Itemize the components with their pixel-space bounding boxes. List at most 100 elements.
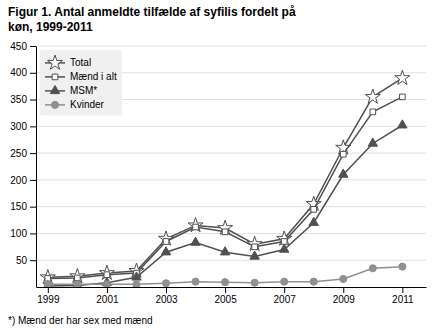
- x-tick: 2007: [274, 287, 297, 305]
- y-tick: 300: [10, 121, 36, 132]
- x-tick: 2001: [96, 287, 119, 305]
- y-tick: 400: [10, 67, 36, 78]
- y-tick-mark: [30, 73, 36, 74]
- y-tick: 100: [10, 228, 36, 239]
- point: [218, 220, 233, 234]
- point: [400, 94, 406, 100]
- legend-background: [40, 50, 122, 115]
- x-tick-label: 2003: [155, 294, 178, 305]
- y-tick-mark: [30, 233, 36, 234]
- y-tick-label: 50: [16, 255, 28, 266]
- grid-line: [36, 206, 426, 207]
- y-axis-line: [36, 47, 37, 288]
- point: [43, 281, 52, 287]
- point: [340, 275, 347, 282]
- point: [311, 207, 317, 213]
- point: [103, 281, 110, 287]
- x-tick: 2005: [214, 287, 237, 305]
- subtitle: køn, 1999-2011: [8, 20, 93, 34]
- point: [395, 70, 410, 84]
- y-tick-label: 250: [10, 148, 27, 159]
- point: [399, 263, 406, 270]
- x-tick-label: 1999: [37, 294, 60, 305]
- y-tick-mark: [30, 153, 36, 154]
- grid-line: [36, 260, 426, 261]
- grid: [36, 46, 426, 260]
- legend-label: Kvinder: [70, 99, 105, 110]
- y-tick: 350: [10, 94, 36, 105]
- legend-swatch-marker: [51, 101, 58, 108]
- point: [281, 278, 288, 285]
- series-line: [48, 125, 403, 286]
- y-tick-label: 300: [10, 121, 27, 132]
- y-axis: 50 100 150 200 250 300 350 400 450: [10, 41, 36, 288]
- y-tick-label: 450: [10, 41, 27, 52]
- y-tick: 200: [10, 175, 36, 186]
- title: Figur 1. Antal anmeldte tilfælde af syfi…: [8, 5, 296, 19]
- point: [368, 138, 377, 146]
- grid-line: [36, 46, 426, 47]
- x-tick: 2011: [392, 287, 414, 305]
- point: [73, 280, 82, 287]
- y-tick-mark: [30, 46, 36, 47]
- legend-item: Mænd i alt: [45, 71, 117, 82]
- x-tick: 2009: [333, 287, 356, 305]
- footnote: *) Mænd der har sex med mænd: [8, 315, 153, 326]
- point: [132, 272, 141, 280]
- point: [279, 244, 288, 252]
- legend-swatch-marker: [50, 85, 59, 93]
- point: [398, 120, 407, 128]
- y-tick-label: 350: [10, 94, 27, 105]
- x-tick-label: 2005: [214, 294, 237, 305]
- point: [370, 109, 376, 115]
- x-axis-line: [37, 287, 427, 288]
- point: [74, 281, 81, 287]
- series: [40, 70, 410, 284]
- point: [193, 224, 199, 230]
- y-tick-mark: [30, 207, 36, 208]
- legend-label: MSM*: [70, 85, 97, 96]
- point: [339, 169, 348, 177]
- series: [43, 120, 407, 287]
- legend: Total Mænd i alt MSM* Kvinder: [40, 50, 122, 115]
- y-tick-label: 200: [10, 175, 27, 186]
- legend-swatch-marker: [47, 55, 62, 69]
- grid-line: [36, 179, 426, 180]
- x-tick-label: 2011: [392, 294, 414, 305]
- point: [365, 89, 380, 103]
- point: [252, 244, 258, 250]
- x-tick-mark: [107, 287, 108, 293]
- point: [191, 237, 200, 245]
- point: [133, 281, 140, 287]
- legend-item: MSM*: [45, 85, 97, 96]
- point: [44, 281, 51, 287]
- series-line: [48, 97, 403, 279]
- y-tick-label: 150: [10, 201, 27, 212]
- point: [161, 247, 170, 255]
- grid-line: [36, 233, 426, 234]
- x-tick-mark: [284, 287, 285, 293]
- point: [192, 278, 199, 285]
- x-tick: 2003: [155, 287, 178, 305]
- legend-item: Total: [45, 55, 91, 69]
- legend-label: Total: [70, 57, 91, 68]
- point: [222, 229, 228, 235]
- plot: 1999 2001 2003 2005 2007 2009 2011 50 100 150 200 2…: [10, 41, 426, 305]
- point: [310, 278, 317, 285]
- y-tick-label: 100: [10, 228, 27, 239]
- y-tick-mark: [30, 100, 36, 101]
- legend-item: Kvinder: [45, 99, 105, 110]
- x-axis: 1999 2001 2003 2005 2007 2009 2011: [37, 287, 427, 305]
- y-tick: 50: [16, 255, 36, 266]
- point: [162, 280, 169, 287]
- x-tick-mark: [225, 287, 226, 293]
- point: [250, 251, 259, 259]
- x-tick-mark: [343, 287, 344, 293]
- series-line: [48, 78, 403, 277]
- point: [309, 217, 318, 225]
- y-tick-mark: [30, 126, 36, 127]
- series: [44, 263, 406, 287]
- series: [45, 94, 405, 281]
- point: [163, 239, 169, 245]
- point: [251, 279, 258, 286]
